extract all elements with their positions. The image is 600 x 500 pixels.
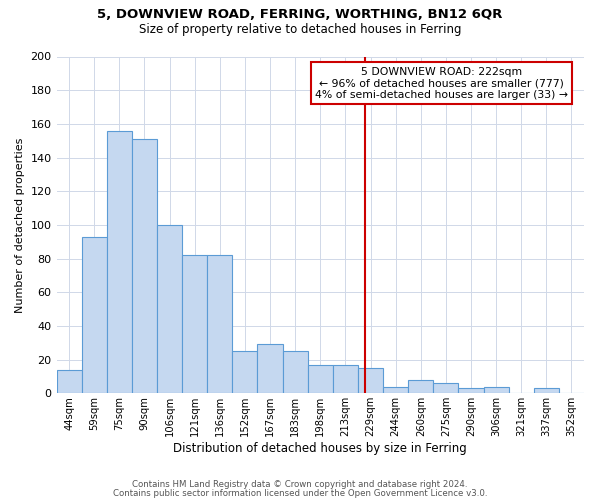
- Bar: [232, 351, 257, 394]
- Bar: [484, 386, 509, 394]
- Text: Contains HM Land Registry data © Crown copyright and database right 2024.: Contains HM Land Registry data © Crown c…: [132, 480, 468, 489]
- Bar: [132, 139, 157, 394]
- Text: Size of property relative to detached houses in Ferring: Size of property relative to detached ho…: [139, 22, 461, 36]
- Bar: [358, 368, 383, 394]
- Text: 5, DOWNVIEW ROAD, FERRING, WORTHING, BN12 6QR: 5, DOWNVIEW ROAD, FERRING, WORTHING, BN1…: [97, 8, 503, 20]
- Bar: [383, 386, 408, 394]
- Bar: [56, 370, 82, 394]
- Y-axis label: Number of detached properties: Number of detached properties: [15, 137, 25, 312]
- Bar: [433, 383, 458, 394]
- Bar: [333, 364, 358, 394]
- Bar: [458, 388, 484, 394]
- Text: Contains public sector information licensed under the Open Government Licence v3: Contains public sector information licen…: [113, 488, 487, 498]
- Bar: [308, 364, 333, 394]
- Bar: [534, 388, 559, 394]
- Bar: [283, 351, 308, 394]
- Bar: [182, 255, 207, 394]
- Bar: [157, 225, 182, 394]
- Text: 5 DOWNVIEW ROAD: 222sqm
← 96% of detached houses are smaller (777)
4% of semi-de: 5 DOWNVIEW ROAD: 222sqm ← 96% of detache…: [315, 66, 568, 100]
- Bar: [408, 380, 433, 394]
- Bar: [257, 344, 283, 394]
- X-axis label: Distribution of detached houses by size in Ferring: Distribution of detached houses by size …: [173, 442, 467, 455]
- Bar: [207, 255, 232, 394]
- Bar: [107, 130, 132, 394]
- Bar: [82, 236, 107, 394]
